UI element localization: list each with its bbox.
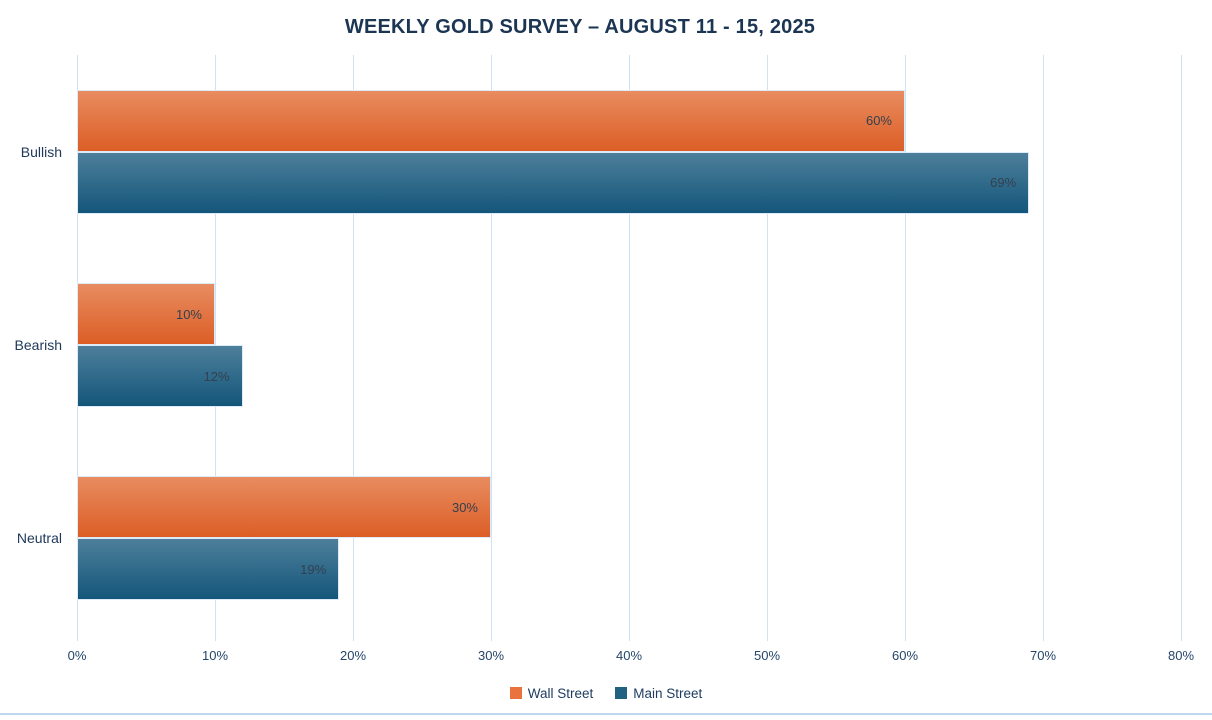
gridline xyxy=(353,55,354,635)
category-label-neutral: Neutral xyxy=(16,530,62,547)
bar-wall-street-neutral: 30% xyxy=(77,476,491,539)
bar-wall-street-bearish: 10% xyxy=(77,283,215,345)
data-label: 69% xyxy=(990,175,1017,191)
x-tick-label: 30% xyxy=(477,648,505,663)
legend-swatch-icon xyxy=(615,687,628,699)
axis-tick xyxy=(77,635,78,641)
axis-tick xyxy=(353,635,354,641)
y-axis-category-labels: Bullish Bearish Neutral xyxy=(0,55,62,635)
gridline xyxy=(1043,55,1044,635)
axis-tick xyxy=(491,635,492,641)
x-tick-label: 10% xyxy=(201,648,229,663)
x-tick-label: 0% xyxy=(67,648,87,663)
x-tick-label: 40% xyxy=(615,648,643,663)
x-axis-tick-labels: 0% 10% 20% 30% 40% 50% 60% 70% 80% xyxy=(68,648,1194,666)
bar-main-street-neutral: 19% xyxy=(77,538,340,601)
legend: Wall Street Main Street xyxy=(0,681,1212,705)
data-label: 60% xyxy=(865,113,892,129)
bar-main-street-bearish: 12% xyxy=(77,345,243,407)
legend-label: Wall Street xyxy=(527,685,594,701)
gridline xyxy=(629,55,630,635)
bar-wall-street-bullish: 60% xyxy=(77,89,905,152)
x-tick-label: 70% xyxy=(1029,648,1057,663)
bar-main-street-bullish: 69% xyxy=(77,151,1030,214)
legend-item-main-street: Main Street xyxy=(615,686,702,701)
gridline xyxy=(905,55,906,635)
x-tick-label: 50% xyxy=(753,648,781,663)
x-tick-label: 20% xyxy=(339,648,367,663)
data-label: 12% xyxy=(203,368,230,384)
gridline xyxy=(491,55,492,635)
legend-label: Main Street xyxy=(633,685,703,701)
axis-tick xyxy=(629,635,630,641)
data-label: 10% xyxy=(175,306,202,322)
axis-tick xyxy=(1181,635,1182,641)
axis-tick xyxy=(1043,635,1044,641)
chart-title: WEEKLY GOLD SURVEY – AUGUST 11 - 15, 202… xyxy=(344,16,816,38)
axis-tick xyxy=(767,635,768,641)
legend-swatch-icon xyxy=(509,687,522,699)
category-label-bullish: Bullish xyxy=(20,143,62,160)
legend-item-wall-street: Wall Street xyxy=(509,685,594,701)
gridline xyxy=(767,55,768,635)
data-label: 19% xyxy=(300,561,327,577)
axis-tick xyxy=(905,635,906,641)
x-tick-label: 80% xyxy=(1167,648,1195,663)
data-label: 30% xyxy=(451,499,478,515)
gridline xyxy=(1181,55,1182,635)
x-tick-label: 60% xyxy=(891,648,919,663)
plot-area: 60% 69% 10% 12% 30% 19% xyxy=(77,55,1182,641)
axis-tick xyxy=(215,635,216,641)
category-label-bearish: Bearish xyxy=(14,336,62,353)
bottom-divider xyxy=(0,713,1212,715)
